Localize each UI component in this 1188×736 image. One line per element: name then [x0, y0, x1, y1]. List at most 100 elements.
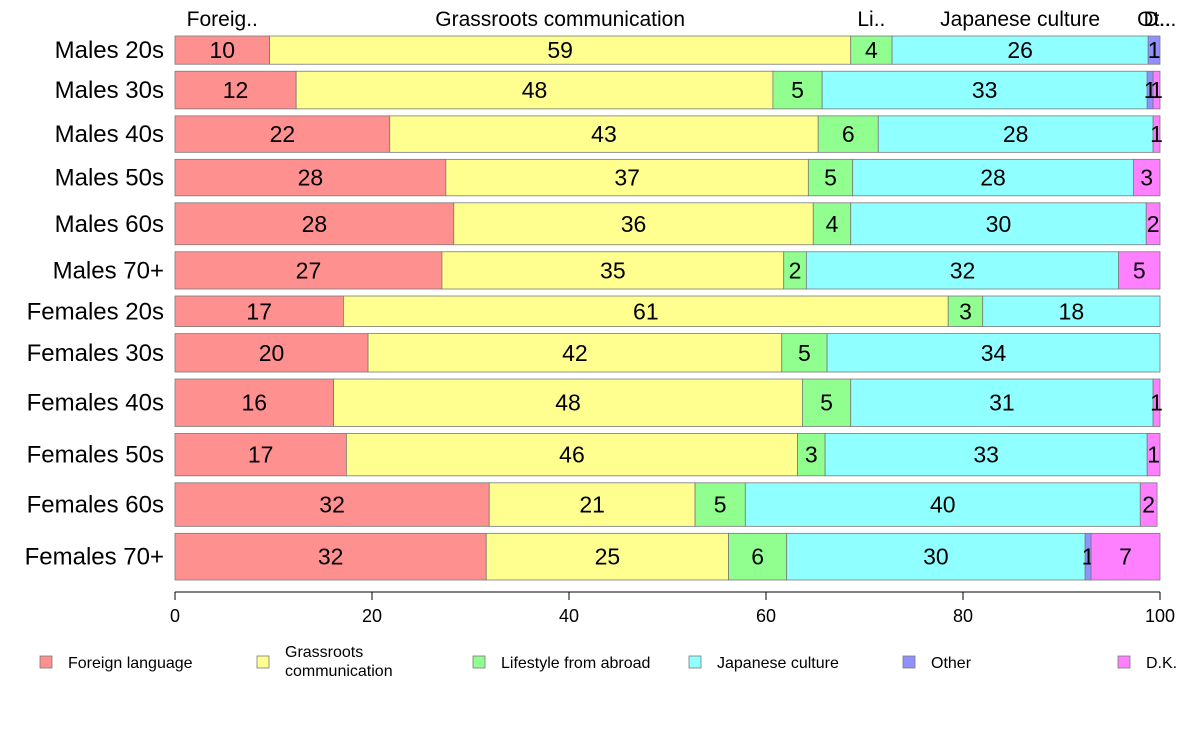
data-label: 40: [930, 492, 956, 518]
bar-segment: [817, 115, 879, 153]
data-label: 3: [805, 442, 818, 468]
x-tick-label: 100: [1145, 606, 1175, 626]
top-category-label: Japanese culture: [940, 8, 1100, 31]
bar-segment: [797, 433, 826, 477]
data-label: 48: [555, 390, 581, 416]
data-label: 35: [600, 257, 626, 283]
data-label: 28: [298, 165, 324, 191]
data-label: 31: [989, 390, 1015, 416]
data-label: 1: [1150, 77, 1163, 103]
data-label: 30: [923, 544, 949, 570]
bar-segment: [488, 482, 696, 527]
bar-segment: [367, 333, 783, 373]
top-category-label: Grassroots communication: [435, 8, 685, 31]
bar-segment: [174, 251, 443, 290]
data-label: 5: [820, 390, 833, 416]
data-label: 17: [248, 442, 274, 468]
data-label: 42: [562, 340, 588, 366]
data-label: 7: [1119, 544, 1132, 570]
top-category-label: D...: [1144, 8, 1177, 31]
data-label: 25: [595, 544, 621, 570]
bar-segment: [295, 70, 774, 110]
bar-segment: [1139, 482, 1158, 527]
bar-segment: [453, 202, 814, 246]
bar-segment: [174, 158, 447, 197]
data-label: 2: [789, 257, 802, 283]
row-label: Males 20s: [55, 37, 164, 64]
data-label: 22: [270, 121, 296, 147]
data-label: 32: [318, 544, 344, 570]
legend-label: Japanese culture: [717, 655, 839, 672]
bar-segment: [389, 115, 819, 153]
bar-segment: [728, 532, 788, 581]
data-label: 10: [209, 37, 235, 63]
bar-segment: [812, 202, 852, 246]
data-label: 1: [1150, 121, 1163, 147]
data-label: 28: [302, 211, 328, 237]
data-label: 4: [865, 37, 878, 63]
data-label: 3: [1140, 165, 1153, 191]
data-label: 33: [973, 442, 999, 468]
legend-swatch: [256, 655, 270, 669]
top-category-labels: Foreig.. Grassroots communication Li.. Japa…: [187, 8, 1177, 31]
data-label: 37: [614, 165, 640, 191]
top-category-label: Ot..: [1137, 8, 1171, 31]
data-label: 32: [950, 257, 976, 283]
bar-segment: [1152, 115, 1161, 153]
bar-segment: [781, 333, 828, 373]
data-label: 5: [798, 340, 811, 366]
bar-segment: [269, 35, 852, 65]
bar-segment: [1133, 158, 1161, 197]
legend-swatch: [688, 655, 702, 669]
data-label: 1: [1150, 390, 1163, 416]
data-label: 46: [559, 442, 585, 468]
data-label: 3: [959, 298, 972, 324]
data-label: 2: [1147, 211, 1160, 237]
data-label: 2: [1142, 492, 1155, 518]
row-label: Males 30s: [55, 77, 164, 104]
top-category-label: Li..: [857, 8, 885, 31]
bar-segment: [1145, 202, 1161, 246]
data-label: 20: [259, 340, 285, 366]
data-label: 1: [1147, 442, 1160, 468]
bar-segment: [445, 158, 809, 197]
legend-label: Foreign language: [68, 655, 193, 672]
data-label: 4: [826, 211, 839, 237]
bar-segment: [1146, 433, 1161, 477]
row-label: Females 50s: [27, 442, 164, 469]
bar-segment: [1147, 35, 1161, 65]
legend: Foreign language Grassroots communication L…: [39, 644, 1177, 680]
row-label: Females 40s: [27, 390, 164, 417]
data-label: 48: [522, 77, 548, 103]
bar-segment: [174, 295, 344, 327]
data-label: 59: [547, 37, 573, 63]
bar-segment: [850, 202, 1147, 246]
bar-segment: [826, 333, 1161, 373]
row-label: Males 60s: [55, 211, 164, 238]
data-label: 17: [246, 298, 272, 324]
bar-segment: [1090, 532, 1161, 581]
data-label: 6: [751, 544, 764, 570]
legend-label: Lifestyle from abroad: [501, 655, 650, 672]
bar-segment: [485, 532, 729, 581]
bar-segment: [174, 202, 455, 246]
row-label: Females 70+: [25, 544, 164, 571]
bar-segment: [174, 378, 334, 427]
row-label: Females 20s: [27, 298, 164, 325]
bar-segment: [174, 70, 297, 110]
data-label: 34: [981, 340, 1007, 366]
legend-label: Other: [931, 655, 972, 672]
data-label: 1: [1148, 37, 1161, 63]
bar-segment: [786, 532, 1086, 581]
data-label: 26: [1007, 37, 1033, 63]
bar-segment: [807, 158, 854, 197]
legend-swatch: [902, 655, 916, 669]
bar-segment: [174, 433, 347, 477]
data-label: 6: [842, 121, 855, 147]
legend-label: Grassroots: [285, 644, 363, 661]
data-label: 36: [621, 211, 647, 237]
x-tick-label: 20: [362, 606, 382, 626]
legend-swatch: [39, 655, 53, 669]
